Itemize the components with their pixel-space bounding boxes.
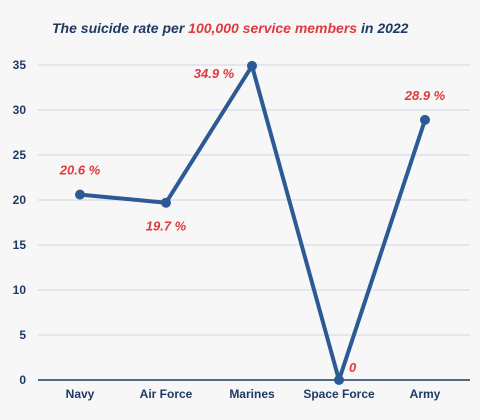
y-axis-ticks: 0 5 10 15 20 25 30 35 — [13, 58, 27, 387]
grid-lines — [38, 64, 470, 336]
series-line — [78, 63, 427, 382]
data-label: 28.9 % — [404, 88, 446, 103]
data-point — [334, 375, 344, 385]
x-category-label: Space Force — [303, 387, 375, 401]
x-category-label: Marines — [229, 387, 275, 401]
y-tick-label: 35 — [13, 58, 27, 72]
chart-title: The suicide rate per 100,000 service mem… — [52, 20, 409, 36]
y-tick-label: 0 — [19, 373, 26, 387]
data-point — [161, 197, 171, 208]
y-tick-label: 30 — [13, 103, 27, 117]
y-tick-label: 25 — [13, 148, 27, 162]
y-tick-label: 5 — [19, 328, 26, 342]
data-label: 34.9 % — [194, 66, 235, 81]
y-tick-label: 15 — [13, 238, 27, 252]
data-point — [247, 60, 257, 71]
chart-title-part: in 2022 — [357, 20, 409, 36]
data-point — [420, 114, 430, 125]
x-axis-categories: Navy Air Force Marines Space Force Army — [66, 387, 441, 401]
data-point — [75, 189, 85, 200]
x-category-label: Air Force — [140, 387, 193, 401]
x-category-label: Army — [410, 387, 441, 401]
x-category-label: Navy — [66, 387, 95, 401]
chart-title-part: 100,000 service members — [188, 20, 357, 36]
data-labels: 20.6 % 19.7 % 34.9 % 0 28.9 % — [59, 66, 446, 375]
data-label: 19.7 % — [146, 219, 187, 234]
y-tick-label: 20 — [13, 193, 27, 207]
chart-title-part: The suicide rate per — [52, 20, 188, 36]
data-label: 20.6 % — [59, 163, 101, 178]
data-points — [75, 60, 430, 385]
data-label: 0 — [349, 360, 357, 375]
y-tick-label: 10 — [13, 283, 27, 297]
